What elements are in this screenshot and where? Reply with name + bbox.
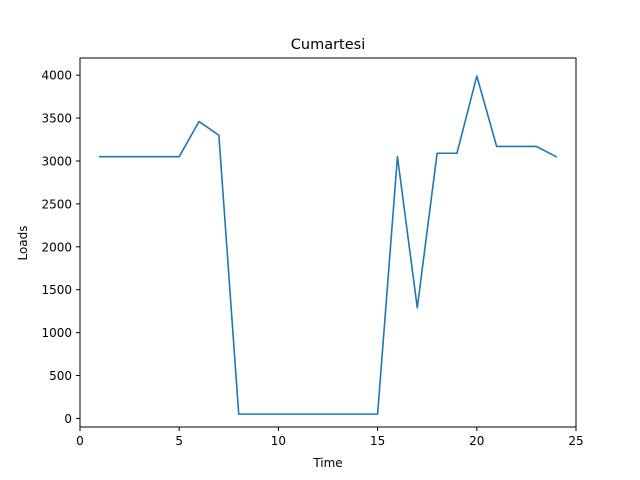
x-axis-label: Time — [312, 456, 342, 470]
plot-layer — [99, 75, 558, 415]
x-tick-label: 5 — [175, 434, 183, 448]
y-tick-label: 3500 — [41, 112, 72, 126]
series-line — [99, 75, 558, 415]
y-tick-label: 4000 — [41, 69, 72, 83]
x-tick-label: 10 — [271, 434, 286, 448]
y-tick-label: 3000 — [41, 154, 72, 168]
x-tick-label: 15 — [370, 434, 385, 448]
x-axis: 0 5 10 15 20 25 — [76, 427, 584, 448]
y-tick-label: 2000 — [41, 240, 72, 254]
x-tick-label: 25 — [568, 434, 583, 448]
x-tick-label: 0 — [76, 434, 84, 448]
y-axis: 0 500 1000 1500 2000 2500 3000 3500 4000 — [41, 69, 80, 426]
plot-frame — [79, 57, 577, 428]
y-tick-label: 500 — [49, 369, 72, 383]
y-axis-label: Loads — [16, 225, 30, 260]
y-tick-label: 0 — [64, 412, 72, 426]
y-tick-label: 1000 — [41, 326, 72, 340]
y-tick-label: 1500 — [41, 283, 72, 297]
x-tick-label: 20 — [469, 434, 484, 448]
chart-title: Cumartesi — [291, 37, 365, 53]
y-tick-label: 2500 — [41, 197, 72, 211]
